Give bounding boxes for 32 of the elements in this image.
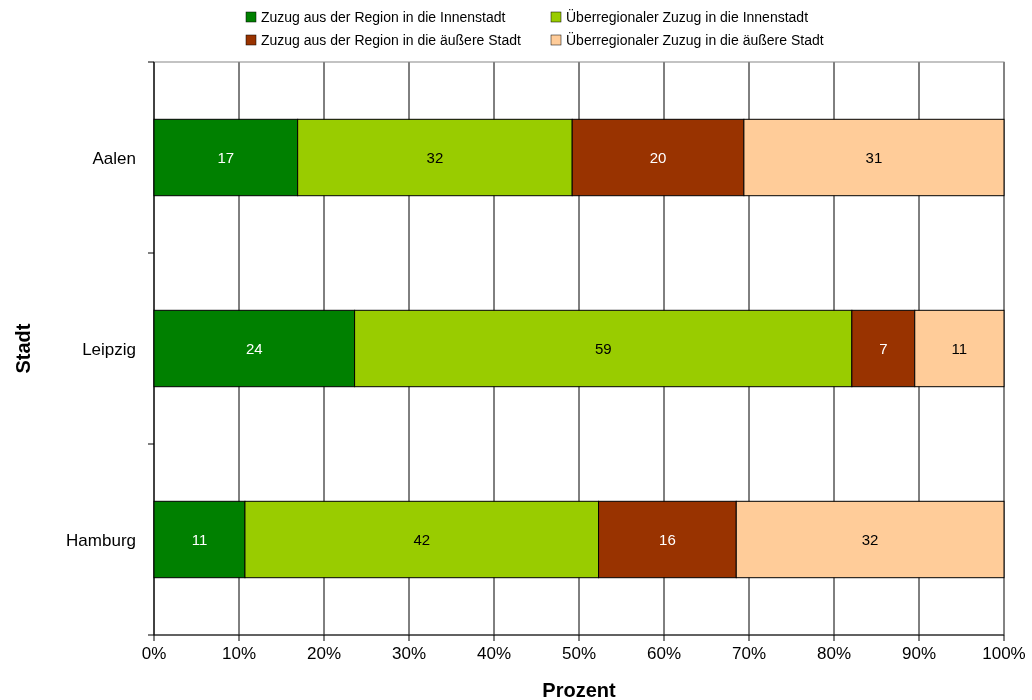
legend-label: Überregionaler Zuzug in die äußere Stadt	[566, 31, 824, 48]
data-label: 32	[426, 148, 444, 166]
x-tick-label: 90%	[901, 644, 937, 663]
data-label: 20	[649, 148, 667, 166]
data-label: 32	[861, 530, 879, 548]
data-label: 17	[217, 148, 235, 166]
data-label: 42	[413, 530, 431, 548]
x-tick-label: 100%	[982, 644, 1026, 663]
y-tick-label: Hamburg	[66, 530, 136, 550]
x-tick-label: 60%	[646, 644, 682, 663]
data-label: 16	[659, 530, 676, 548]
x-tick-label: 0%	[141, 644, 167, 663]
legend-label: Zuzug aus der Region in die äußere Stadt	[261, 32, 522, 48]
x-tick-label: 10%	[221, 644, 257, 663]
x-tick-label: 50%	[561, 644, 597, 663]
data-label: 59	[594, 339, 612, 357]
x-tick-label: 30%	[391, 644, 427, 663]
x-axis-title: Prozent	[542, 679, 617, 700]
x-tick-label: 70%	[731, 644, 767, 663]
y-tick-label: Leipzig	[82, 339, 136, 359]
data-label: 7	[879, 339, 888, 357]
x-tick-label: 20%	[306, 644, 342, 663]
y-axis-title: Stadt	[12, 323, 34, 374]
y-tick-label: Aalen	[92, 148, 136, 168]
data-label: 24	[245, 339, 263, 357]
data-label: 31	[865, 148, 883, 166]
legend-label: Zuzug aus der Region in die Innenstadt	[261, 9, 506, 25]
x-tick-label: 80%	[816, 644, 852, 663]
x-tick-label: 40%	[476, 644, 512, 663]
legend-label: Überregionaler Zuzug in die Innenstadt	[566, 8, 809, 25]
data-label: 11	[191, 530, 208, 548]
data-label: 11	[951, 339, 968, 357]
